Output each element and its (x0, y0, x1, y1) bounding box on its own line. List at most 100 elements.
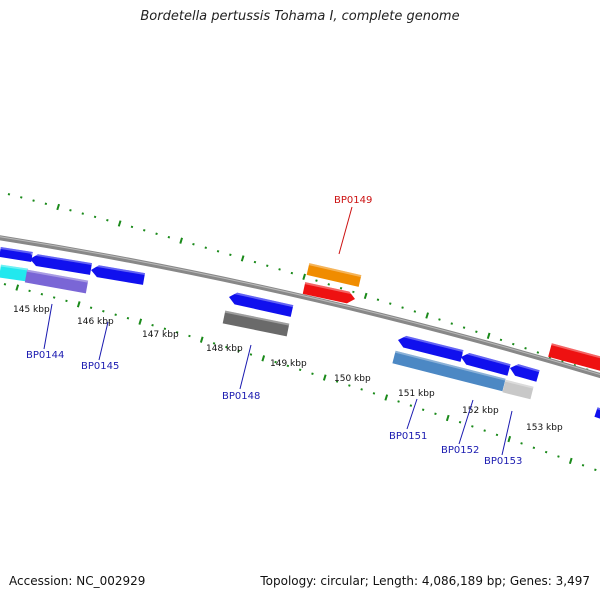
inner-tick (261, 355, 266, 362)
outer-tick (179, 237, 183, 244)
ruler-label: 149 kbp (270, 359, 307, 369)
inner-tick (311, 372, 314, 375)
outer-tick (352, 290, 355, 294)
inner-tick (581, 464, 585, 467)
gene-arrow (0, 247, 33, 262)
inner-tick (237, 349, 240, 353)
outer-tick (69, 209, 72, 212)
inner-tick (397, 400, 400, 403)
ruler-label: 146 kbp (77, 317, 114, 327)
gene-arrow (0, 264, 28, 282)
inner-tick (348, 384, 351, 387)
gene-arrow (594, 407, 600, 419)
inner-tick (212, 342, 216, 345)
inner-tick (65, 299, 68, 303)
inner-tick (544, 450, 548, 454)
inner-tick (384, 394, 389, 401)
gene-label: BP0145 (81, 361, 119, 372)
outer-tick-track (7, 193, 600, 376)
feature-track (0, 247, 600, 419)
gene-label-leader (43, 303, 53, 350)
gene-arrow (510, 362, 540, 382)
inner-tick (151, 323, 154, 327)
inner-tick (471, 425, 474, 428)
outer-tick (363, 292, 368, 300)
accession-text: Accession: NC_002929 (9, 574, 146, 588)
inner-tick-track (3, 283, 597, 472)
outer-tick (389, 302, 392, 305)
gene-label: BP0153 (484, 456, 522, 467)
inner-tick (360, 388, 363, 391)
inner-tick (126, 316, 130, 320)
gene-label-leader (406, 398, 418, 430)
gene-arrow (229, 291, 294, 317)
gene-arrow (461, 351, 511, 376)
outer-tick (117, 220, 122, 227)
ruler-label: 150 kbp (334, 374, 371, 384)
outer-tick (240, 255, 245, 262)
ruler-label: 152 kbp (462, 406, 499, 416)
inner-tick (434, 412, 437, 416)
inner-tick (188, 334, 191, 338)
gene-label: BP0148 (222, 391, 260, 402)
ruler-label: 145 kbp (13, 305, 50, 315)
outer-tick (106, 218, 109, 222)
inner-tick (372, 392, 376, 395)
outer-tick (81, 212, 85, 215)
inner-tick (557, 455, 560, 458)
outer-tick (512, 342, 515, 346)
inner-tick (594, 468, 597, 472)
outer-tick (425, 312, 429, 319)
gene-label: BP0152 (441, 445, 479, 456)
inner-tick (89, 306, 93, 309)
gene-arrow (306, 263, 362, 287)
gene-label: BP0149 (334, 195, 372, 206)
outer-tick (93, 215, 97, 219)
outer-tick (339, 286, 343, 290)
inner-tick (520, 442, 523, 445)
outer-tick (499, 338, 503, 342)
outer-tick (536, 351, 540, 354)
inner-tick (409, 404, 413, 407)
outer-tick (278, 268, 281, 271)
inner-tick (225, 345, 228, 349)
outer-tick (486, 332, 491, 339)
inner-tick (274, 360, 277, 364)
genome-stats-text: Topology: circular; Length: 4,086,189 bp… (260, 574, 590, 588)
gene-arrow (502, 379, 534, 400)
page-title: Bordetella pertussis Tohama I, complete … (140, 9, 460, 24)
outer-tick (266, 264, 269, 267)
outer-tick (44, 202, 48, 206)
outer-tick (302, 273, 306, 280)
inner-tick (199, 336, 204, 343)
outer-tick (20, 196, 23, 199)
inner-tick (532, 446, 536, 450)
inner-tick (322, 374, 327, 381)
inner-tick (249, 353, 253, 356)
gene-label-leader (338, 206, 353, 255)
inner-tick (335, 380, 339, 383)
inner-tick (568, 457, 573, 465)
inner-tick (421, 408, 425, 411)
outer-tick (438, 318, 441, 321)
outer-tick (229, 253, 232, 257)
inner-tick (163, 327, 167, 331)
gene-arrow (392, 350, 506, 392)
inner-tick (298, 368, 302, 372)
ruler-label: 153 kbp (526, 423, 563, 433)
outer-tick (155, 232, 158, 236)
outer-tick (315, 279, 318, 282)
genome-backbone-highlight (0, 236, 600, 376)
inner-tick (286, 364, 290, 368)
outer-tick (130, 225, 134, 229)
gene-arrow (91, 264, 146, 285)
outer-tick (401, 306, 404, 309)
inner-tick (483, 429, 486, 432)
outer-tick (475, 330, 478, 333)
outer-tick (7, 193, 11, 196)
gene-arrow (222, 310, 290, 337)
outer-tick (216, 250, 220, 253)
gene-label-leader (501, 410, 513, 456)
outer-tick (524, 347, 527, 350)
outer-tick (204, 246, 208, 249)
